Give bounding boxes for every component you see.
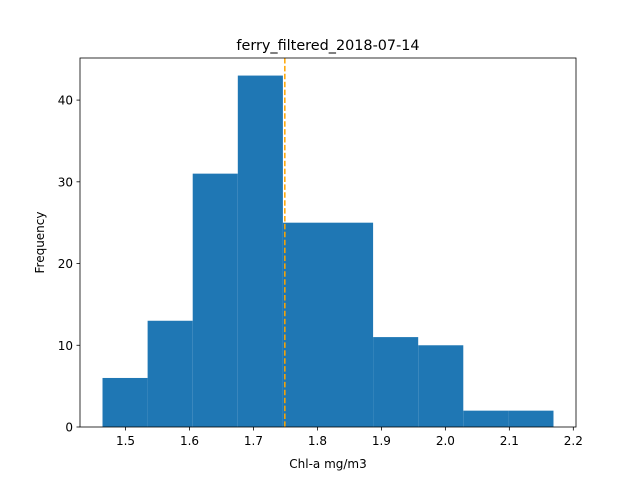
y-tick-label-3: 30 (58, 175, 73, 189)
axes-frame (79, 57, 577, 428)
x-tick-label-6: 2.1 (500, 434, 519, 448)
histogram-bar-1 (147, 320, 193, 427)
bars-group (102, 75, 554, 428)
y-axis-label: Frequency (33, 212, 47, 274)
histogram-bar-9 (508, 410, 554, 427)
x-axis: 1.5 1.6 1.7 1.8 1.9 2.0 2.1 2.2 (116, 427, 583, 448)
y-tick-label-0: 0 (65, 421, 73, 435)
y-tick-label-2: 20 (58, 257, 73, 271)
x-tick-label-7: 2.2 (564, 434, 583, 448)
histogram-bar-0 (102, 377, 148, 427)
histogram-bar-8 (463, 410, 509, 427)
histogram-bar-5 (328, 222, 374, 427)
x-tick-label-3: 1.8 (308, 434, 327, 448)
histogram-bar-3 (237, 75, 283, 428)
histogram-bar-7 (418, 345, 464, 427)
chart-title: ferry_filtered_2018-07-14 (236, 38, 419, 54)
y-axis: 0 10 20 30 40 (58, 94, 80, 435)
x-tick-label-1: 1.6 (180, 434, 199, 448)
x-tick-label-5: 2.0 (436, 434, 455, 448)
histogram-bar-2 (192, 173, 238, 427)
y-tick-label-1: 10 (58, 339, 73, 353)
histogram-bar-6 (373, 337, 419, 427)
histogram-bar-4 (282, 222, 328, 427)
x-tick-label-0: 1.5 (116, 434, 135, 448)
x-tick-label-2: 1.7 (244, 434, 263, 448)
x-axis-label: Chl-a mg/m3 (289, 457, 367, 471)
y-tick-label-4: 40 (58, 94, 73, 108)
x-tick-label-4: 1.9 (372, 434, 391, 448)
